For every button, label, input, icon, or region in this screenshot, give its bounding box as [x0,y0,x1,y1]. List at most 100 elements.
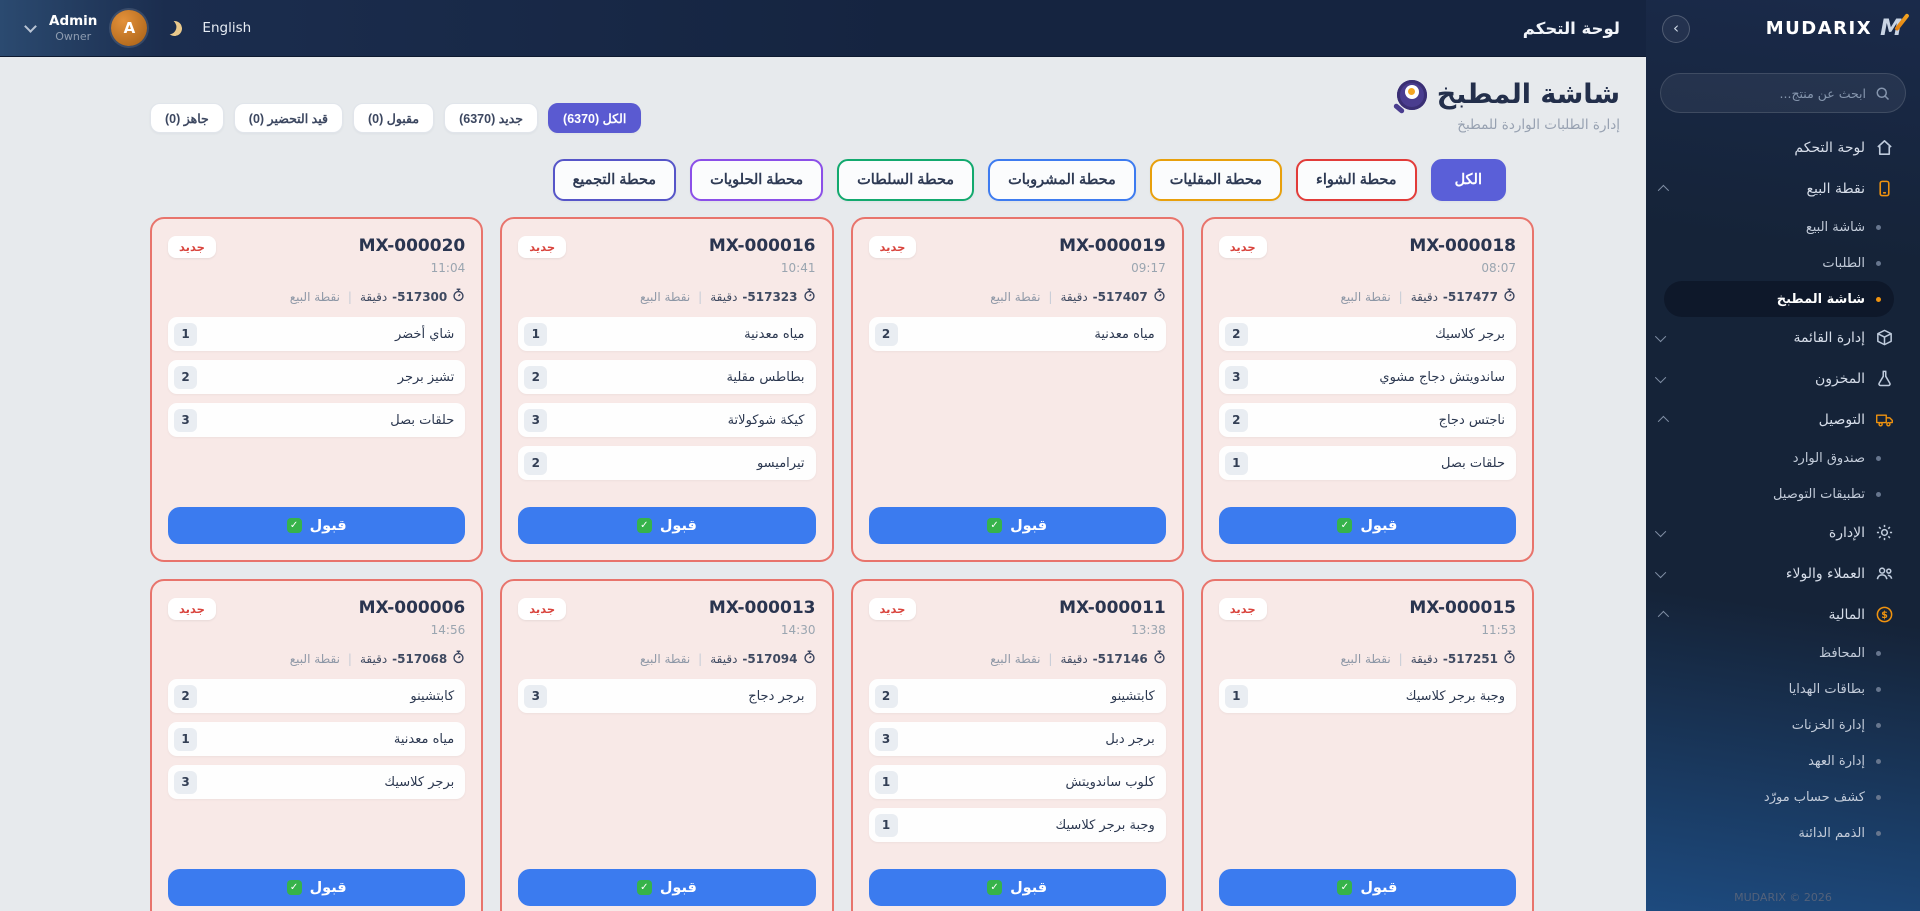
user-menu[interactable]: Admin Owner A English [24,10,252,46]
sidebar-item-7[interactable]: التوصيل [1657,399,1894,440]
sidebar-item-5[interactable]: إدارة القائمة [1654,317,1894,358]
sidebar-subitem-8[interactable]: صندوق الوارد [1658,440,1894,476]
station-tab-0[interactable]: الكل [1430,159,1506,201]
sidebar-item-label: إدارة القائمة [1793,329,1865,346]
sidebar-subitem-13[interactable]: المحافظ [1658,635,1894,671]
minutes-unit: دقيقة [710,289,738,304]
accept-order-button[interactable]: قبول ✓ [868,869,1166,906]
sidebar-item-0[interactable]: لوحة التحكم [1658,127,1894,168]
bullet-dot-icon [1876,296,1881,302]
sidebar-subitem-15[interactable]: إدارة الخزنات [1658,707,1894,743]
brand-logo: MUDARIX M [1766,16,1902,41]
accept-order-button[interactable]: قبول ✓ [518,869,816,906]
item-quantity: 1 [1224,451,1248,475]
station-tab-6[interactable]: محطة التجميع [552,159,677,201]
order-item-row: مياه معدنية 1 [518,317,816,351]
sidebar-item-6[interactable]: المخزون [1654,358,1894,399]
item-quantity: 1 [174,727,197,751]
sidebar-subitem-2[interactable]: شاشة البيع [1658,209,1894,245]
sidebar-subitem-4[interactable]: شاشة المطبخ [1664,281,1894,317]
avatar[interactable]: A [111,10,148,46]
chevron-up-icon [1657,610,1670,622]
order-meta: -517323 دقيقة | نقطة البيع [518,288,815,305]
sidebar-subitem-label: بطاقات الهدايا [1788,681,1865,697]
check-icon: ✓ [1337,880,1353,895]
accept-order-button[interactable]: قبول ✓ [1218,507,1516,544]
station-tab-1[interactable]: محطة الشواء [1296,159,1417,201]
page-title-block: شاشة المطبخ إدارة الطلبات الواردة للمطبخ [1392,79,1620,133]
sidebar-item-label: الإدارة [1828,524,1865,541]
accept-order-button[interactable]: قبول ✓ [168,507,466,544]
order-item-row: حلقات بصل 1 [1218,446,1516,480]
status-filter-3[interactable]: قيد التحضير (0) [233,103,343,133]
item-quantity: 3 [1224,365,1248,389]
status-filter-0[interactable]: الكل (6370) [548,103,642,133]
sidebar-item-1[interactable]: نقطة البيع [1657,168,1894,209]
sidebar-subitem-label: تطبيقات التوصيل [1772,486,1865,502]
order-item-row: برجر كلاسيك 2 [1218,317,1516,351]
item-quantity: 1 [874,813,898,837]
item-quantity: 2 [524,365,548,389]
accept-order-button[interactable]: قبول ✓ [1218,869,1516,906]
item-name: برجر دجاج [748,688,805,704]
chevron-down-icon[interactable] [24,19,37,33]
order-meta: -517146 دقيقة | نقطة البيع [869,650,1166,667]
language-switcher[interactable]: English [202,20,252,36]
order-source: نقطة البيع [640,651,691,666]
separator: | [1048,651,1053,666]
order-card: MX-000013 جديد 14:30 -517094 دقيقة | نقطة البي… [500,579,834,911]
brand-m-icon: M [1880,16,1902,41]
order-time: 08:07 [1481,261,1516,275]
accept-label: قبول [659,517,697,534]
item-quantity: 2 [174,365,197,389]
order-items: برجر دجاج 3 [518,679,816,713]
status-filter-1[interactable]: جديد (6370) [444,103,539,133]
sidebar-subitem-label: شاشة المطبخ [1776,291,1865,307]
sidebar-item-11[interactable]: العملاء والولاء [1654,553,1894,594]
bullet-dot-icon [1876,224,1881,230]
sidebar-collapse-button[interactable]: ‹ [1662,14,1690,43]
station-tab-3[interactable]: محطة المشروبات [988,159,1136,201]
order-item-row: ناجتس دجاج 2 [1218,403,1516,437]
user-name: Admin [49,12,98,29]
status-badge: جديد [518,598,567,620]
sidebar-subitem-14[interactable]: بطاقات الهدايا [1658,671,1894,707]
sidebar-item-label: نقطة البيع [1806,180,1865,197]
accept-label: قبول [1010,879,1048,896]
sidebar-subitem-label: إدارة الخزنات [1791,717,1865,733]
item-name: حلقات بصل [390,412,455,428]
order-items: برجر كلاسيك 2 ساندويتش دجاج مشوي 3 ناجتس دجا… [1218,317,1516,480]
order-card: MX-000006 جديد 14:56 -517068 دقيقة | نقطة البي… [150,579,484,911]
order-item-row: بطاطس مقلية 2 [518,360,816,394]
search-input[interactable] [1676,85,1866,101]
sidebar-subitem-3[interactable]: الطلبات [1658,245,1894,281]
station-tab-5[interactable]: محطة الحلويات [690,159,824,201]
order-source: نقطة البيع [640,289,691,304]
moon-icon[interactable] [166,19,184,37]
sidebar-item-label: العملاء والولاء [1785,565,1865,582]
sidebar-item-12[interactable]: $ المالية [1657,594,1894,635]
order-meta: -517300 دقيقة | نقطة البيع [168,288,465,305]
chevron-down-icon [1654,371,1667,383]
item-quantity: 1 [174,322,197,346]
station-tab-4[interactable]: محطة السلطات [837,159,975,201]
item-name: كابتشينو [410,688,455,704]
sidebar-subitem-9[interactable]: تطبيقات التوصيل [1658,476,1894,512]
accept-order-button[interactable]: قبول ✓ [868,507,1166,544]
product-search[interactable] [1660,73,1906,113]
accept-order-button[interactable]: قبول ✓ [518,507,816,544]
status-filter-2[interactable]: مقبول (0) [352,103,435,133]
sidebar-item-10[interactable]: الإدارة [1654,512,1894,553]
order-item-row: مياه معدنية 1 [168,722,466,756]
sidebar-subitem-17[interactable]: كشف حساب مورّد [1658,779,1894,815]
sidebar-subitem-18[interactable]: الذمم الدائنة [1658,815,1894,851]
item-quantity: 2 [524,451,548,475]
status-filter-4[interactable]: جاهز (0) [150,103,224,133]
accept-label: قبول [1010,517,1048,534]
accept-order-button[interactable]: قبول ✓ [168,869,466,906]
svg-text:$: $ [1881,610,1888,621]
minutes-unit: دقيقة [710,651,738,666]
station-tab-2[interactable]: محطة المقليات [1149,159,1283,201]
sidebar-subitem-16[interactable]: إدارة العهد [1658,743,1894,779]
